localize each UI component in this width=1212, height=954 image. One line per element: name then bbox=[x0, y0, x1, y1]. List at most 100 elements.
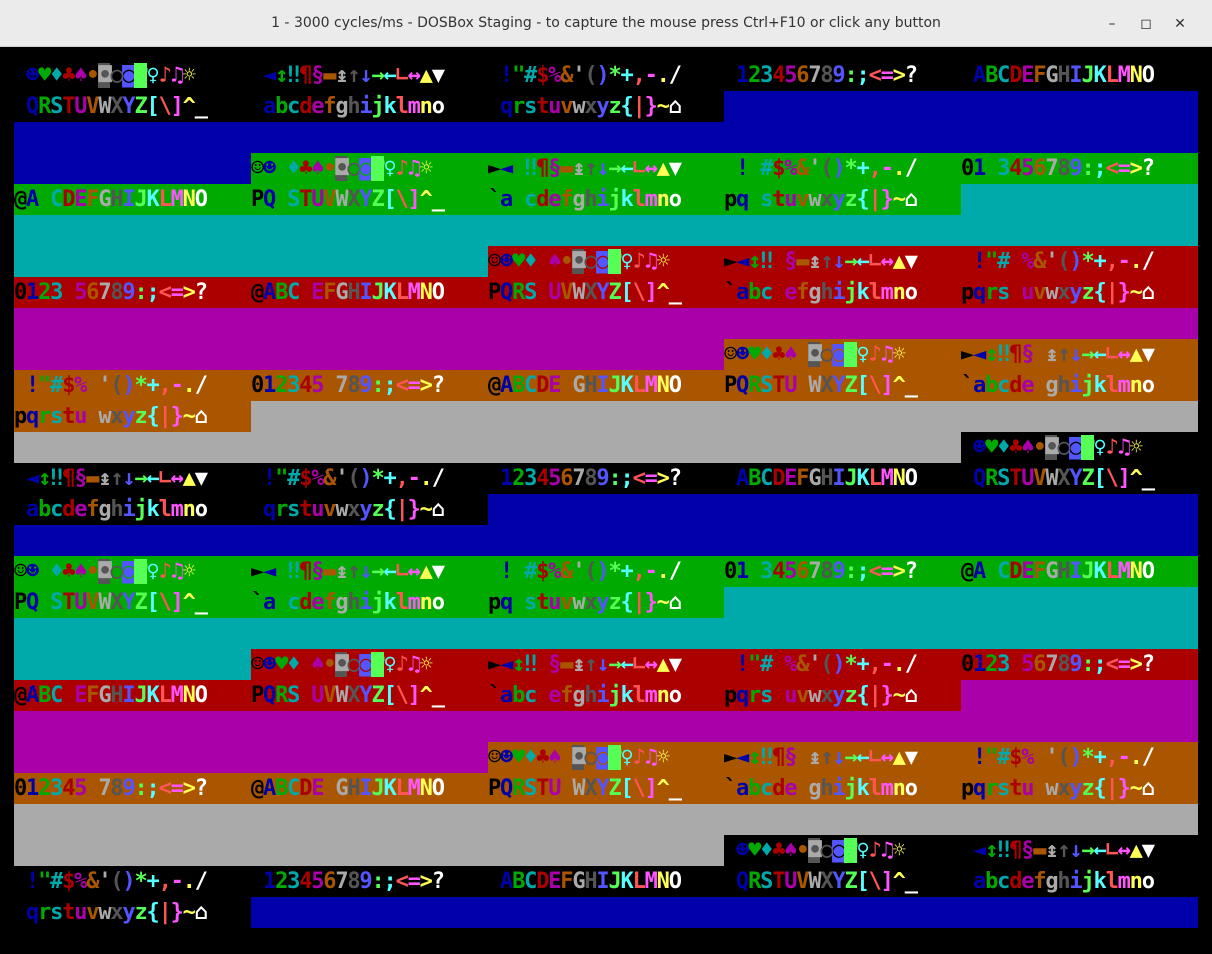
screen-cell bbox=[961, 184, 1198, 215]
screen-glyph: ↓ bbox=[122, 466, 135, 491]
screen-glyph: h bbox=[584, 683, 597, 708]
screen-glyph: ⌂ bbox=[904, 187, 918, 212]
screen-cell bbox=[251, 804, 488, 835]
screen-glyph: ♀ bbox=[146, 63, 160, 88]
screen-glyph: $ bbox=[772, 156, 785, 181]
screen-glyph: P bbox=[14, 94, 27, 119]
screen-glyph: ♀ bbox=[383, 156, 397, 181]
screen-glyph: : bbox=[1081, 156, 1094, 181]
screen-glyph: ♥ bbox=[748, 342, 761, 367]
screen-glyph: ← bbox=[856, 745, 870, 770]
screen-glyph: ♦ bbox=[997, 435, 1010, 460]
screen-cell: @ABCDEFGHIJKLMNO bbox=[488, 370, 724, 401]
screen-glyph: F bbox=[323, 280, 336, 305]
screen-cell: 0123456789:;<=>? bbox=[724, 60, 961, 91]
screen-glyph: \ bbox=[868, 869, 882, 894]
screen-glyph: l bbox=[158, 497, 172, 522]
screen-glyph bbox=[488, 63, 500, 88]
screen-glyph: F bbox=[1033, 63, 1046, 88]
screen-glyph: k bbox=[856, 776, 870, 801]
screen-glyph: ` bbox=[251, 590, 264, 615]
screen-glyph: D bbox=[772, 466, 785, 491]
screen-glyph: = bbox=[407, 869, 421, 894]
screen-glyph: ◙ bbox=[832, 838, 845, 863]
screen-glyph: ' bbox=[98, 869, 111, 894]
screen-glyph: → bbox=[1081, 838, 1094, 863]
screen-glyph: 7 bbox=[335, 373, 348, 398]
screen-glyph: c bbox=[287, 590, 300, 615]
screen-glyph: p bbox=[724, 187, 737, 212]
screen-glyph: f bbox=[323, 94, 336, 119]
screen-glyph: w bbox=[1045, 280, 1058, 305]
minimize-icon[interactable]: – bbox=[1108, 16, 1116, 32]
screen-glyph: Y bbox=[122, 590, 135, 615]
screen-glyph: ! bbox=[973, 249, 986, 274]
screen-glyph: Q bbox=[263, 683, 276, 708]
screen-glyph: ; bbox=[383, 869, 397, 894]
screen-glyph: M bbox=[1117, 63, 1131, 88]
close-icon[interactable]: ✕ bbox=[1174, 16, 1186, 32]
screen-cell bbox=[14, 432, 251, 463]
screen-glyph: 0 bbox=[251, 869, 264, 894]
screen-glyph: @ bbox=[251, 280, 264, 305]
screen-cell: !"#$%&'()*+,-./ bbox=[488, 556, 724, 587]
screen-glyph: D bbox=[62, 683, 75, 708]
screen-glyph: a bbox=[263, 94, 276, 119]
screen-glyph: 1 bbox=[500, 466, 513, 491]
screen-glyph: * bbox=[134, 869, 147, 894]
screen-glyph: , bbox=[632, 559, 646, 584]
screen-glyph: q bbox=[26, 900, 39, 925]
screen-glyph: K bbox=[1093, 63, 1107, 88]
screen-glyph: → bbox=[371, 559, 384, 584]
screen-glyph: ☼ bbox=[656, 249, 670, 274]
screen-glyph: : bbox=[371, 869, 384, 894]
screen-cell bbox=[14, 711, 251, 742]
screen-cell: 0123456789:;<=>? bbox=[251, 866, 488, 897]
title-bar[interactable]: 1 - 3000 cycles/ms - DOSBox Staging - to… bbox=[0, 0, 1212, 47]
screen-glyph: 0 bbox=[724, 559, 737, 584]
screen-glyph: ♫ bbox=[644, 745, 658, 770]
screen-glyph: K bbox=[383, 776, 397, 801]
screen-glyph: • bbox=[560, 249, 573, 274]
screen-glyph: * bbox=[1081, 745, 1094, 770]
screen-glyph: j bbox=[134, 497, 147, 522]
screen-glyph: P bbox=[724, 373, 737, 398]
screen-glyph: Y bbox=[596, 280, 609, 305]
screen-glyph: k bbox=[383, 94, 397, 119]
screen-glyph: < bbox=[395, 869, 409, 894]
screen-glyph: i bbox=[1069, 869, 1082, 894]
screen-glyph: A bbox=[26, 683, 39, 708]
screen-cell bbox=[488, 525, 724, 556]
screen-glyph: t bbox=[1009, 280, 1022, 305]
screen-glyph: O bbox=[1141, 559, 1155, 584]
screen-glyph: 4 bbox=[62, 280, 75, 305]
screen-glyph: N bbox=[419, 280, 433, 305]
screen-glyph: ^ bbox=[656, 776, 670, 801]
screen-glyph: B bbox=[38, 683, 51, 708]
screen-glyph bbox=[488, 559, 500, 584]
screen-glyph: G bbox=[335, 776, 348, 801]
screen-cell: 0123456789:;<=>? bbox=[14, 277, 251, 308]
screen-glyph: ► bbox=[488, 652, 501, 677]
screen-glyph: ‼ bbox=[524, 652, 537, 677]
character-color-grid: ☺☻♥♦♣♠•◘○◙♂♀♪♫☼ ►◄↕‼¶§▬↨↑↓→←∟↔▲▼ !"#$%&'(… bbox=[14, 60, 1198, 928]
screen-glyph: g bbox=[808, 280, 821, 305]
screen-glyph: . bbox=[1129, 249, 1143, 274]
screen-glyph: E bbox=[1021, 63, 1034, 88]
screen-glyph: ♪ bbox=[868, 342, 882, 367]
screen-glyph: V bbox=[560, 280, 573, 305]
screen-glyph: O bbox=[668, 373, 682, 398]
screen-glyph: C bbox=[997, 63, 1010, 88]
dos-screen[interactable]: ☺☻♥♦♣♠•◘○◙♂♀♪♫☼ ►◄↕‼¶§▬↨↑↓→←∟↔▲▼ !"#$%&'(… bbox=[14, 60, 1198, 928]
maximize-icon[interactable]: ◻ bbox=[1140, 16, 1152, 32]
screen-glyph: = bbox=[170, 776, 184, 801]
screen-glyph: X bbox=[110, 590, 123, 615]
screen-glyph: \ bbox=[632, 280, 646, 305]
screen-glyph: K bbox=[146, 683, 160, 708]
screen-glyph: - bbox=[644, 559, 658, 584]
screen-glyph: t bbox=[62, 404, 75, 429]
screen-glyph: > bbox=[656, 466, 670, 491]
screen-glyph: - bbox=[644, 63, 658, 88]
screen-glyph: ← bbox=[383, 559, 397, 584]
screen-glyph: % bbox=[784, 156, 797, 181]
